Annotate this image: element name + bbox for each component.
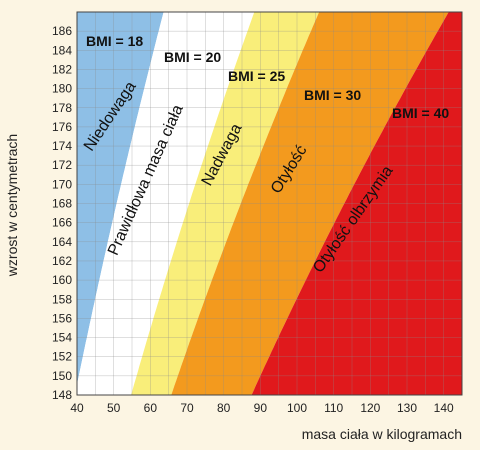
y-tick-label: 158 — [52, 292, 72, 306]
y-tick-label: 172 — [52, 158, 72, 172]
x-tick-label: 110 — [324, 401, 343, 415]
y-tick-label: 176 — [52, 120, 72, 134]
x-tick-label: 80 — [217, 401, 231, 415]
x-tick-label: 70 — [180, 401, 194, 415]
bmi-20-label: BMI = 20 — [164, 49, 221, 65]
y-tick-label: 154 — [52, 331, 72, 345]
y-tick-label: 150 — [52, 369, 72, 383]
x-tick-label: 140 — [434, 401, 454, 415]
x-tick-label: 130 — [397, 401, 417, 415]
x-tick-labels: 40 50 60 70 80 90 100 110 120 130 140 — [70, 401, 454, 415]
y-tick-label: 184 — [52, 43, 72, 57]
y-tick-label: 156 — [52, 311, 72, 325]
y-tick-label: 186 — [52, 24, 72, 38]
y-tick-label: 162 — [52, 254, 72, 268]
x-tick-label: 90 — [254, 401, 268, 415]
bmi-30-label: BMI = 30 — [304, 87, 361, 103]
y-tick-label: 168 — [52, 197, 72, 211]
y-tick-labels: 148 150 152 154 156 158 160 162 164 166 168 170 172 1… — [52, 24, 72, 402]
x-tick-label: 120 — [360, 401, 380, 415]
x-tick-label: 40 — [70, 401, 84, 415]
y-axis-title: wzrost w centymetrach — [4, 134, 20, 277]
y-tick-label: 160 — [52, 273, 72, 287]
bmi-18-label: BMI = 18 — [86, 33, 143, 49]
bmi-40-label: BMI = 40 — [392, 105, 449, 121]
plot-frame — [76, 11, 463, 396]
x-tick-label: 100 — [287, 401, 307, 415]
zone-1 — [77, 12, 164, 385]
x-axis-title: masa ciała w kilogramach — [302, 426, 462, 442]
y-tick-label: 170 — [52, 177, 72, 191]
y-tick-label: 164 — [52, 235, 72, 249]
y-tick-label: 178 — [52, 101, 72, 115]
x-tick-label: 60 — [144, 401, 158, 415]
y-tick-label: 180 — [52, 82, 72, 96]
y-tick-label: 152 — [52, 350, 72, 364]
y-tick-label: 148 — [52, 388, 72, 402]
y-tick-label: 174 — [52, 139, 72, 153]
y-tick-label: 166 — [52, 216, 72, 230]
x-tick-label: 50 — [107, 401, 121, 415]
y-tick-label: 182 — [52, 62, 72, 76]
grid-lines — [77, 12, 462, 395]
bmi-25-label: BMI = 25 — [228, 68, 285, 84]
